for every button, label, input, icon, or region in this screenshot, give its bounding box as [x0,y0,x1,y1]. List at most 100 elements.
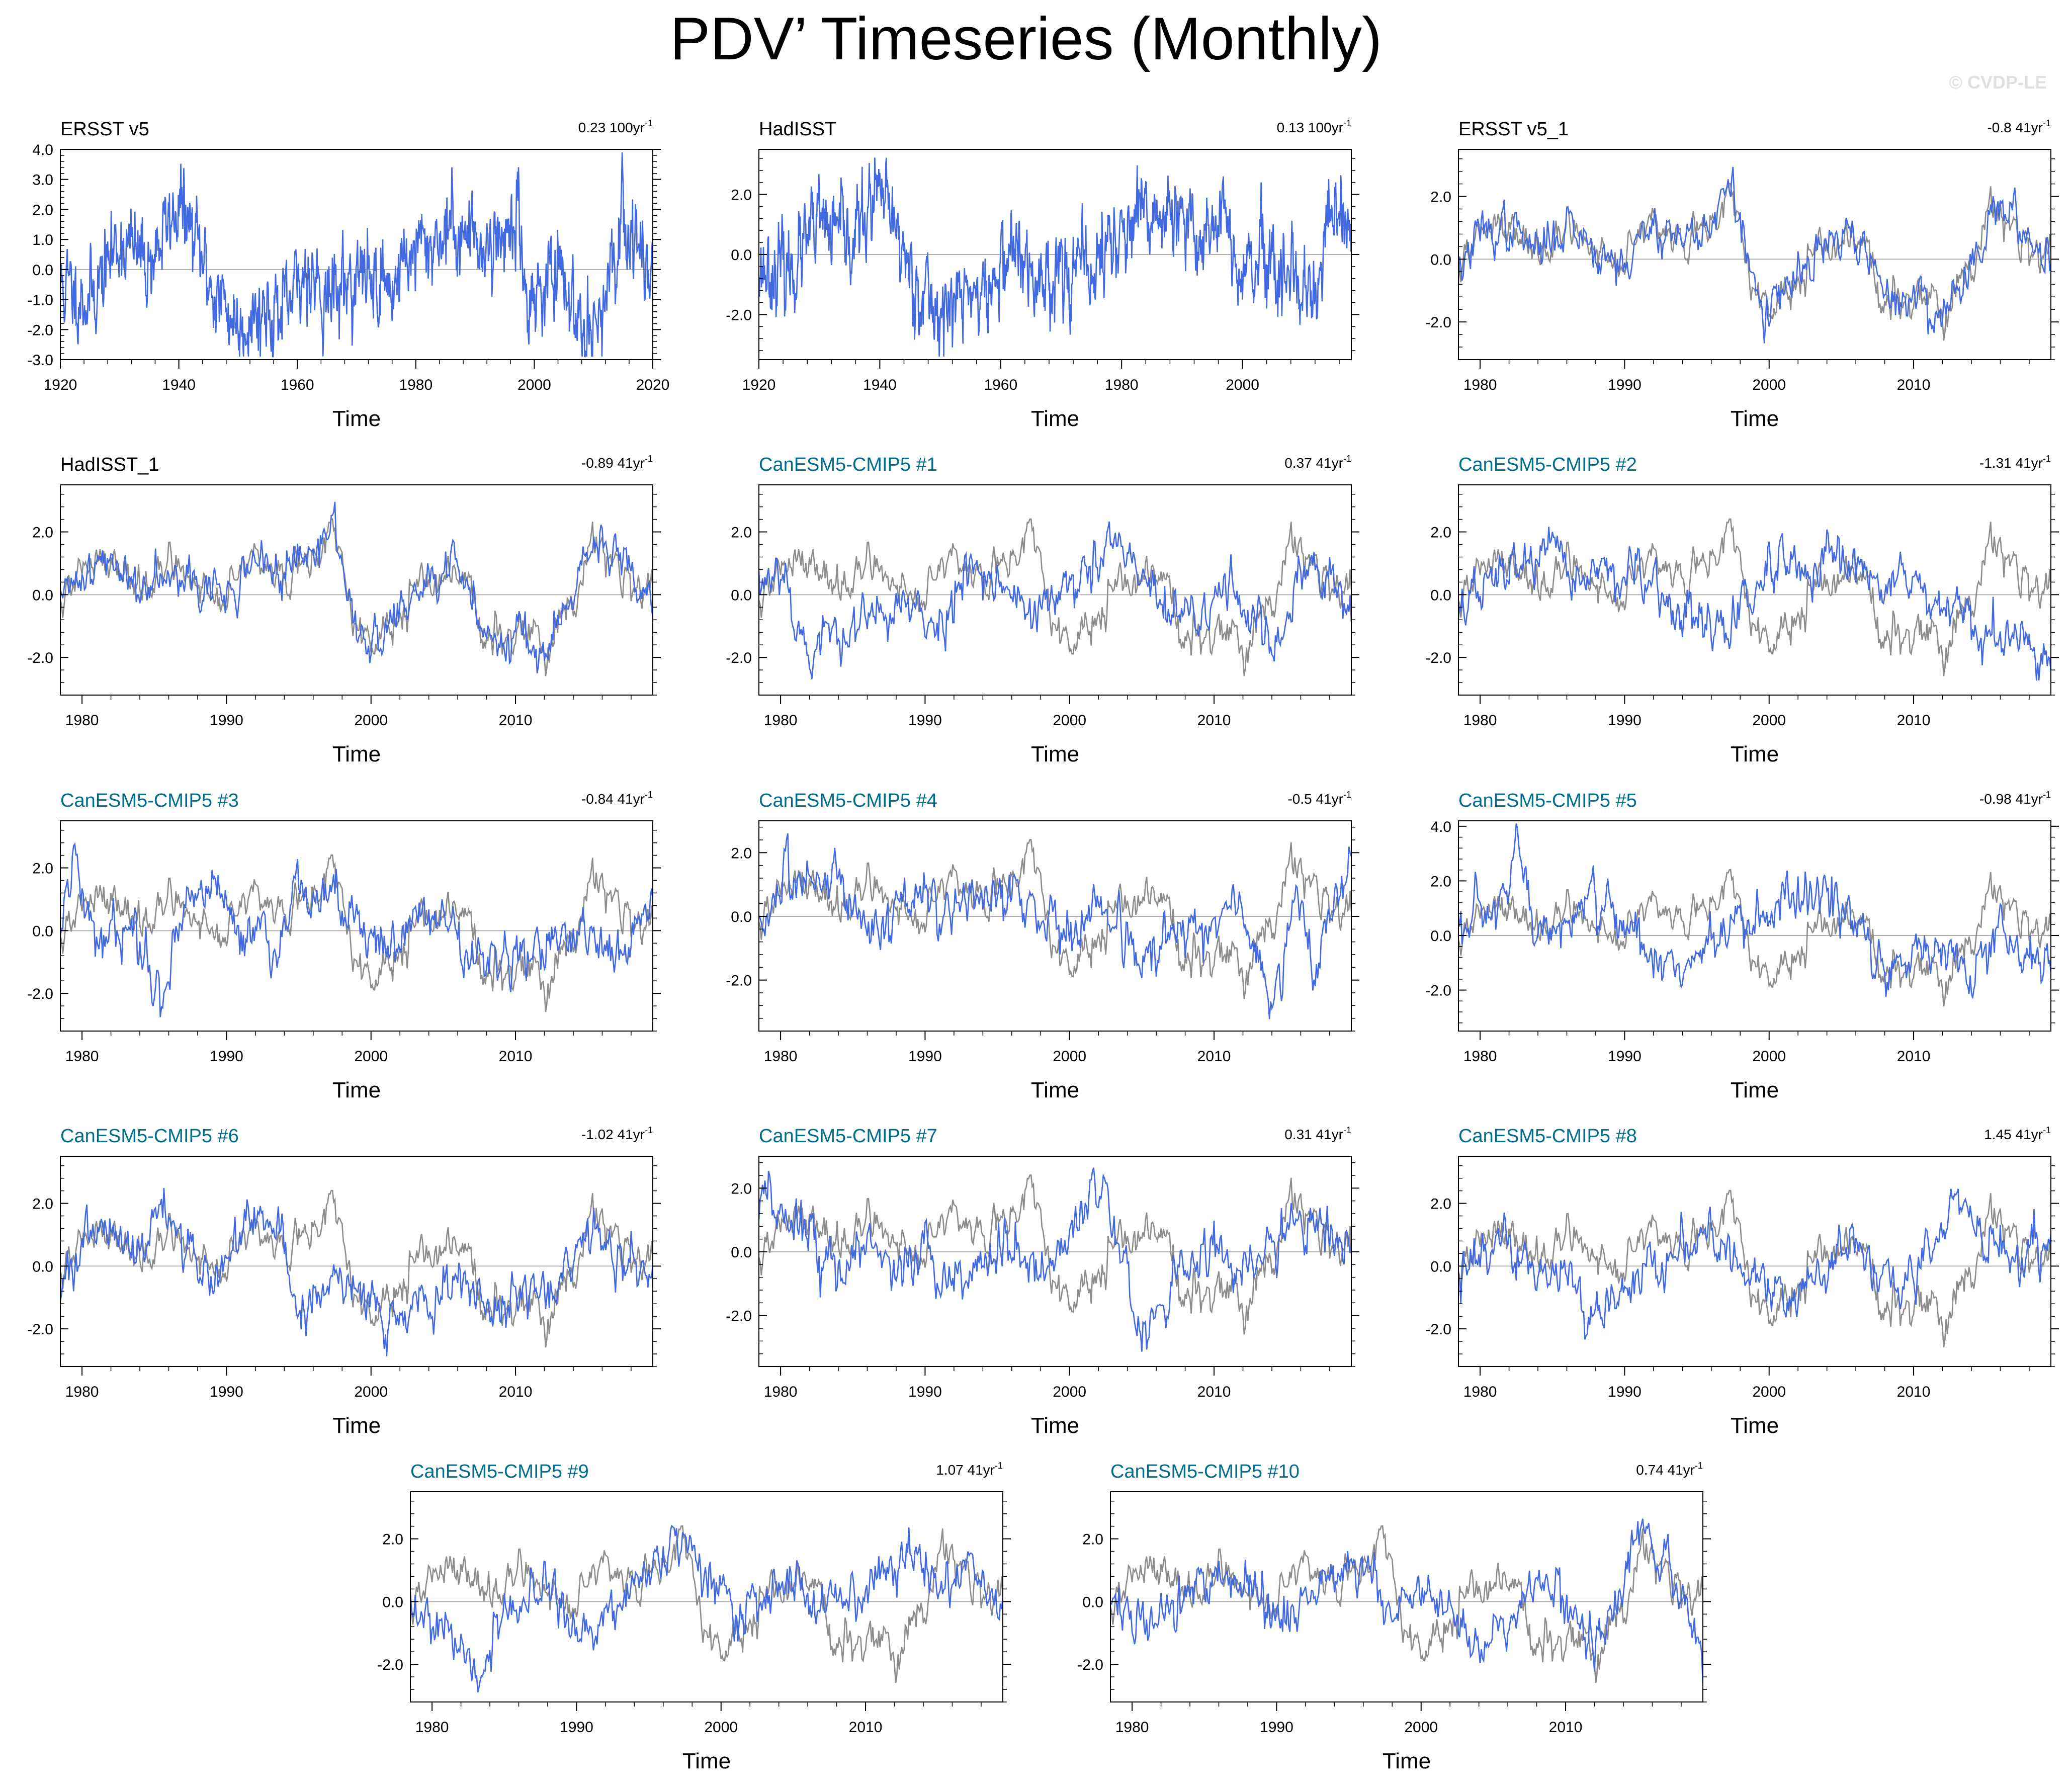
x-tick-label: 1990 [210,1384,243,1400]
x-tick-label: 1980 [1115,1719,1149,1736]
panel-title: CanESM5-CMIP5 #4 [759,790,937,811]
y-tick-label: 0.0 [1430,587,1451,604]
x-tick-label: 1990 [1608,712,1642,729]
panel-title: ERSST v5_1 [1458,119,1569,140]
trend-label: -0.84 41yr-1 [581,790,653,807]
trend-label: -1.31 41yr-1 [1979,454,2051,471]
x-axis-title: Time [1731,742,1779,766]
trend-label: 0.13 100yr-1 [1277,118,1351,135]
x-tick-label: 1990 [210,1048,243,1065]
y-tick-label: -1.0 [27,292,53,309]
plot-frame [1458,484,2051,696]
x-tick-label: 2010 [499,1048,533,1065]
y-tick-label: -2.0 [1425,1321,1451,1338]
y-tick-label: -2.0 [1425,983,1451,999]
y-tick-label: -2.0 [27,650,53,666]
y-tick-label: -2.0 [1425,314,1451,331]
y-tick-label: 1.0 [32,232,53,248]
x-axis-title: Time [1731,406,1779,431]
trend-value: 0.31 41yr [1284,1127,1343,1142]
plot-frame [60,149,653,360]
y-tick-label: 2.0 [32,1196,53,1213]
plot-frame [60,820,653,1032]
plot-frame [758,820,1352,1032]
x-axis-title: Time [1031,1413,1079,1438]
x-tick-label: 1960 [984,377,1017,393]
x-tick-label: 2000 [1053,1384,1086,1400]
trend-value: -1.31 41yr [1979,455,2043,471]
trend-value: 1.45 41yr [1984,1127,2043,1142]
plot-frame [1458,1156,2051,1367]
y-tick-label: 2.0 [1430,525,1451,541]
x-tick-label: 1990 [908,712,942,729]
x-axis-title: Time [1031,406,1079,431]
panel-title: ERSST v5 [60,119,149,140]
trend-label: -0.5 41yr-1 [1287,790,1351,807]
trend-value: 0.37 41yr [1284,455,1343,471]
y-tick-label: 2.0 [731,845,752,862]
observed-overlay-line [1458,1189,2051,1348]
y-tick-label: 0.0 [731,587,752,604]
y-tick-label: 4.0 [1430,819,1451,835]
trend-label: 0.37 41yr-1 [1284,454,1351,471]
trend-label: 0.23 100yr-1 [578,118,653,135]
y-tick-label: -2.0 [726,973,752,989]
y-tick-label: 2.0 [1430,873,1451,890]
plot-frame [1458,820,2051,1032]
trend-value: -0.89 41yr [581,455,645,471]
x-axis-title: Time [332,742,381,766]
trend-exponent: -1 [645,118,653,128]
plot-frame [758,484,1352,696]
panel-3: 2.0 0.0 -2.0 1980 1990 2000 2010 Time ERSST v5_1… [1425,118,2059,431]
panel-1: 4.0 3.0 2.0 1.0 0.0 -1.0 -2.0 -3.0 1920 1940 1960 1… [27,118,669,431]
x-tick-label: 2000 [1752,1384,1786,1400]
x-tick-label: 2020 [636,377,670,393]
trend-exponent: -1 [2043,118,2051,128]
trend-label: 1.07 41yr-1 [936,1461,1003,1478]
panel-title: CanESM5-CMIP5 #2 [1458,454,1637,475]
series-line [759,157,1351,357]
x-tick-label: 1990 [1608,1384,1642,1400]
x-tick-label: 2010 [849,1719,883,1736]
x-axis-title: Time [1031,742,1079,766]
panel-8: 2.0 0.0 -2.0 1980 1990 2000 2010 Time CanESM5-CM… [726,790,1359,1102]
y-tick-label: 0.0 [32,1258,53,1275]
panel-7: 2.0 0.0 -2.0 1980 1990 2000 2010 Time CanESM5-CM… [27,790,661,1102]
panel-10: 2.0 0.0 -2.0 1980 1990 2000 2010 Time CanESM5-CM… [27,1125,661,1438]
panel-grid: 4.0 3.0 2.0 1.0 0.0 -1.0 -2.0 -3.0 1920 1940 1960 1… [27,118,2059,1773]
x-tick-label: 1980 [65,712,99,729]
series-line [60,501,653,673]
trend-exponent: -1 [1695,1461,1703,1471]
panel-title: HadISST_1 [60,454,159,475]
x-axis-title: Time [332,406,381,431]
panel-2: 2.0 0.0 -2.0 1920 1940 1960 1980 2000 Time HadISS… [726,118,1359,431]
trend-label: 0.74 41yr-1 [1636,1461,1703,1478]
trend-exponent: -1 [1343,454,1351,464]
trend-exponent: -1 [1343,790,1351,800]
panel-title: CanESM5-CMIP5 #1 [759,454,937,475]
trend-exponent: -1 [2043,1125,2051,1135]
x-tick-label: 2000 [1053,1048,1086,1065]
y-tick-label: -3.0 [27,352,53,369]
y-tick-label: 2.0 [382,1531,403,1548]
panel-4: 2.0 0.0 -2.0 1980 1990 2000 2010 Time HadISST_1 -… [27,454,661,766]
x-axis-title: Time [1383,1749,1431,1773]
series-line [1458,527,2051,681]
trend-label: -1.02 41yr-1 [581,1125,653,1142]
x-tick-label: 2000 [1226,377,1259,393]
observed-overlay-line [1458,869,2051,1007]
trend-exponent: -1 [1343,1125,1351,1135]
y-tick-label: -2.0 [726,650,752,666]
series-line [1458,1188,2051,1340]
x-tick-label: 1990 [1608,377,1642,393]
trend-label: -0.98 41yr-1 [1979,790,2051,807]
observed-overlay-line [410,1525,1003,1683]
series-line [60,1188,653,1356]
trend-value: 0.23 100yr [578,120,645,135]
plot-frame [60,1156,653,1367]
x-axis-title: Time [332,1413,381,1438]
x-tick-label: 1990 [1608,1048,1642,1065]
x-tick-label: 2000 [354,1048,388,1065]
trend-exponent: -1 [995,1461,1003,1471]
